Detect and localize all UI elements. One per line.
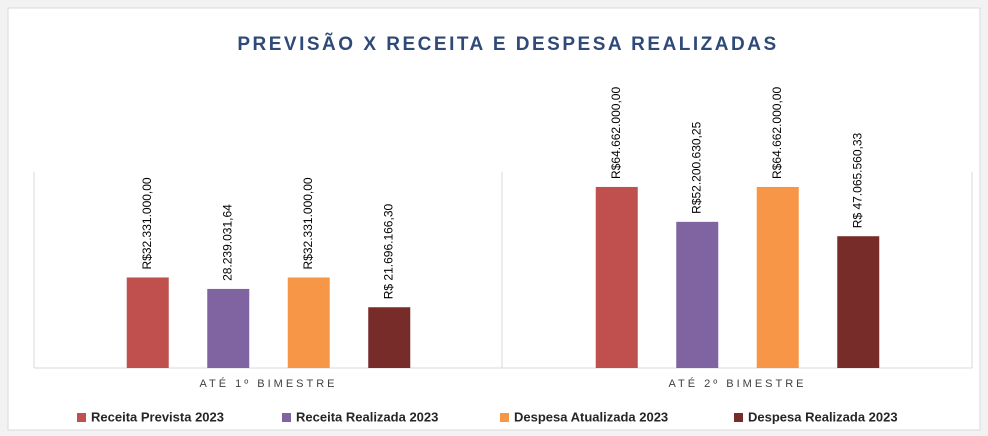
chart-title: PREVISÃO X RECEITA E DESPESA REALIZADAS (237, 33, 778, 55)
legend-swatch (734, 413, 743, 422)
x-tick-label: ATÉ 1º BIMESTRE (199, 377, 337, 390)
bar (126, 277, 169, 368)
data-label: R$32.331.000,00 (301, 177, 315, 269)
legend-swatch (77, 413, 86, 422)
data-label: R$32.331.000,00 (140, 177, 154, 269)
chart-background (7, 7, 981, 431)
bar (207, 288, 250, 368)
legend-swatch (282, 413, 291, 422)
legend-label: Receita Prevista 2023 (91, 409, 224, 424)
bar (676, 221, 719, 368)
data-label: R$64.662.000,00 (609, 87, 623, 179)
data-label: R$52.200.630,25 (689, 121, 703, 213)
x-tick-label: ATÉ 2º BIMESTRE (668, 377, 806, 390)
data-label: R$64.662.000,00 (770, 87, 784, 179)
data-label: R$ 47.065.560,33 (850, 132, 864, 228)
bar (756, 186, 799, 368)
legend-swatch (500, 413, 509, 422)
bar (287, 277, 330, 368)
legend-label: Despesa Atualizada 2023 (514, 409, 668, 424)
bar (595, 186, 638, 368)
legend-label: Receita Realizada 2023 (296, 409, 438, 424)
legend-label: Despesa Realizada 2023 (748, 409, 898, 424)
data-label: R$ 21.696.166,30 (381, 204, 395, 300)
data-label: 28.239.031,64 (220, 204, 234, 281)
bar (837, 236, 880, 368)
bar (368, 307, 411, 368)
